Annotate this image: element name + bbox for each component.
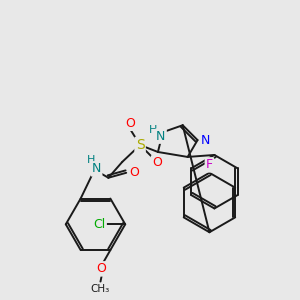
Text: H: H (149, 125, 157, 135)
Text: F: F (206, 158, 213, 171)
Text: CH₃: CH₃ (91, 284, 110, 294)
Text: O: O (97, 262, 106, 275)
Text: H: H (87, 155, 96, 165)
Text: N: N (201, 134, 210, 147)
Text: O: O (129, 166, 139, 179)
Text: N: N (156, 130, 166, 142)
Text: O: O (125, 117, 135, 130)
Text: O: O (152, 156, 162, 170)
Text: Cl: Cl (93, 218, 106, 231)
Text: N: N (92, 162, 101, 175)
Text: S: S (136, 138, 145, 152)
